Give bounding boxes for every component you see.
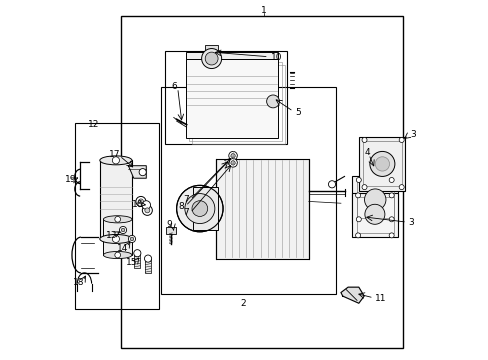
Circle shape <box>139 168 146 176</box>
Circle shape <box>192 201 207 216</box>
Circle shape <box>388 233 393 238</box>
Circle shape <box>356 217 361 222</box>
Circle shape <box>364 189 385 210</box>
Circle shape <box>369 152 394 176</box>
Circle shape <box>134 249 141 257</box>
Text: 18: 18 <box>73 278 84 287</box>
Text: 3: 3 <box>410 130 415 139</box>
Circle shape <box>115 252 121 258</box>
Text: 2: 2 <box>240 299 245 308</box>
Circle shape <box>142 205 152 215</box>
Circle shape <box>176 185 223 232</box>
Circle shape <box>130 237 134 241</box>
Circle shape <box>355 193 360 198</box>
Circle shape <box>115 216 121 222</box>
Text: 13: 13 <box>105 231 117 240</box>
Bar <box>192 187 217 230</box>
Ellipse shape <box>100 156 132 165</box>
Text: 3: 3 <box>407 219 413 228</box>
Text: 9: 9 <box>166 220 172 229</box>
Bar <box>75 123 159 309</box>
Circle shape <box>144 255 151 262</box>
Bar <box>185 59 278 138</box>
Circle shape <box>112 235 119 243</box>
Bar <box>205 45 218 52</box>
Text: 10: 10 <box>270 53 282 62</box>
Circle shape <box>388 217 393 222</box>
Text: 8: 8 <box>178 202 184 211</box>
Text: 11: 11 <box>374 294 386 303</box>
Circle shape <box>184 194 214 224</box>
Circle shape <box>112 157 119 164</box>
Circle shape <box>328 181 335 188</box>
Circle shape <box>355 233 360 238</box>
Ellipse shape <box>103 216 132 223</box>
Bar <box>356 181 393 218</box>
Circle shape <box>398 138 404 143</box>
Circle shape <box>136 197 145 206</box>
Text: 1: 1 <box>261 6 266 15</box>
Text: 19: 19 <box>64 175 76 184</box>
Circle shape <box>144 208 149 213</box>
Text: 4: 4 <box>364 148 369 157</box>
Ellipse shape <box>100 234 132 243</box>
Circle shape <box>138 199 143 204</box>
Circle shape <box>398 185 404 190</box>
Bar <box>165 51 287 144</box>
Text: 12: 12 <box>88 120 99 129</box>
Bar <box>121 16 403 348</box>
Text: 15: 15 <box>126 258 138 267</box>
Circle shape <box>201 49 221 68</box>
Text: 14: 14 <box>117 244 128 253</box>
Circle shape <box>266 95 279 108</box>
Text: 6: 6 <box>170 82 176 91</box>
Bar <box>192 65 285 144</box>
Circle shape <box>361 185 366 190</box>
Circle shape <box>228 152 237 160</box>
Bar <box>216 158 308 258</box>
Circle shape <box>228 158 237 167</box>
Circle shape <box>230 154 235 158</box>
Text: 5: 5 <box>295 108 300 117</box>
Bar <box>363 141 401 186</box>
Circle shape <box>388 177 393 183</box>
Circle shape <box>356 177 361 183</box>
Bar <box>351 176 397 223</box>
Bar <box>185 52 278 59</box>
Circle shape <box>119 226 126 234</box>
Circle shape <box>388 193 393 198</box>
Bar <box>103 219 132 255</box>
Bar <box>160 87 335 294</box>
Text: 7: 7 <box>183 195 188 204</box>
Bar <box>356 197 393 233</box>
Bar <box>351 193 397 237</box>
Bar <box>134 253 140 267</box>
Bar <box>145 258 151 273</box>
Bar <box>358 137 405 191</box>
Bar <box>189 62 282 141</box>
Text: 17: 17 <box>109 150 121 159</box>
Bar <box>100 160 132 239</box>
Text: 16: 16 <box>131 200 143 209</box>
Circle shape <box>142 201 150 209</box>
Circle shape <box>374 157 389 171</box>
Text: 7: 7 <box>183 208 188 217</box>
Bar <box>165 227 176 234</box>
Circle shape <box>361 138 366 143</box>
Ellipse shape <box>103 251 132 258</box>
Circle shape <box>128 235 135 243</box>
Circle shape <box>205 52 218 65</box>
Polygon shape <box>340 287 364 303</box>
Circle shape <box>364 204 384 224</box>
Circle shape <box>121 228 124 232</box>
Polygon shape <box>128 166 146 178</box>
Circle shape <box>230 161 235 165</box>
